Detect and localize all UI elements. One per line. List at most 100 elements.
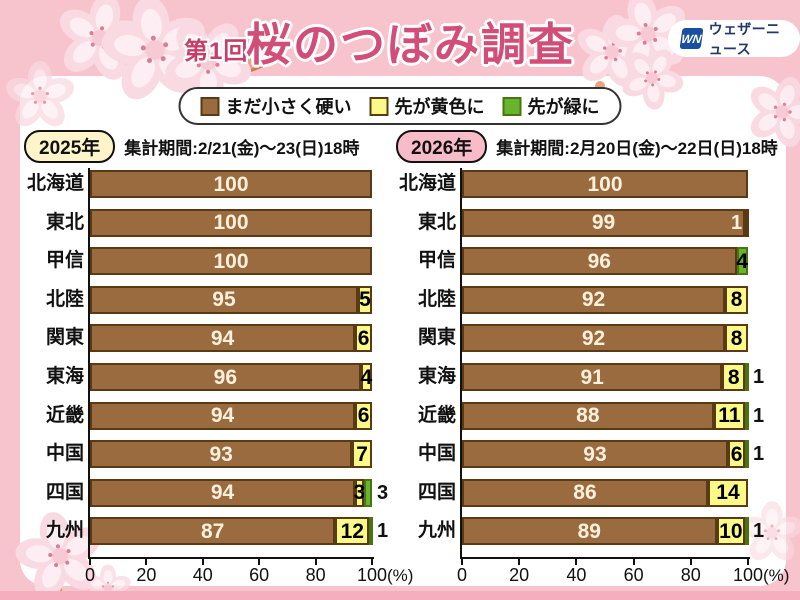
survey-period-2025: 集計期間:2/21(金)〜23(日)18時 [124,138,360,158]
x-axis-tick-label: 0 [456,565,468,585]
segment-brown: 93 [90,440,353,469]
chart-2025-plot: 北海道 100 東北 100 甲信 100 北陸 95 5 関東 94 6 東海 96 4 近畿 94 6 中国 93… [24,168,413,593]
legend-swatch-brown [200,96,220,116]
region-label: 中国 [45,443,84,465]
value-label: 93 [209,442,233,466]
survey-period-2026: 集計期間:2月20日(金)〜22日(日)18時 [496,138,778,158]
value-label: 1 [377,520,389,543]
legend-label: まだ小さく硬い [225,97,352,117]
value-label: 94 [210,326,235,350]
value-label: 3 [377,481,389,504]
chart-2025: 2025年 集計期間:2/21(金)〜23(日)18時 北海道 100 東北 100 甲… [24,129,413,593]
region-label: 甲信 [45,250,84,272]
x-axis-tick [201,559,204,565]
segment-brown: 87 [90,517,336,546]
legend-item-yellow: 先が黄色に [369,93,485,119]
y-axis-line [460,168,462,559]
year-badge-2026: 2026年 [396,129,488,163]
segment-brown: 96 [462,247,737,276]
region-label: 北海道 [398,173,456,194]
value-label: 100 [213,249,249,273]
bar-row: 89 10 1 [462,517,764,546]
segment-brown: 88 [462,401,714,430]
segment-yellow [745,208,750,237]
x-axis-tick-label: 80 [680,565,701,585]
segment-brown: 86 [462,478,708,507]
segment-green [369,517,374,546]
segment-yellow: 8 [722,363,746,391]
x-axis-tick-label: 100 [356,565,388,585]
value-label: 91 [580,365,604,389]
value-label: 12 [340,519,364,543]
legend-item-brown: まだ小さく硬い [200,93,352,119]
x-axis-tick [145,559,148,565]
region-label: 東海 [45,366,84,387]
legend: まだ小さく硬い 先が黄色に 先が緑に [178,87,622,125]
region-label: 近畿 [417,404,456,426]
bar-row: 95 5 [90,285,372,314]
x-axis-tick-label: 60 [623,565,644,585]
value-label: 3 [353,481,366,505]
value-label: 8 [727,365,740,389]
value-label: 93 [583,442,607,466]
logo-text: ウェザーニュース [708,20,781,57]
segment-green [363,478,372,507]
x-axis-tick-label: 40 [566,565,587,585]
bar-row: 100 [90,247,372,276]
value-label: 92 [581,288,606,312]
x-axis-tick-label: 40 [192,565,213,585]
bar-row: 100 [90,208,372,237]
x-axis-unit-label: (%) [387,566,414,585]
region-label: 北陸 [45,288,84,310]
region-label: 四国 [417,481,456,503]
segment-yellow: 3 [353,478,366,507]
legend-label: 先が緑に [527,97,600,117]
value-label: 6 [357,326,370,350]
bar-row: 87 12 1 [90,517,388,546]
segment-yellow: 14 [707,478,748,507]
region-label: 東北 [417,211,456,233]
segment-brown: 94 [90,324,356,353]
x-axis-tick-label: 0 [84,565,96,585]
segment-yellow: 4 [361,363,372,391]
x-axis-tick [689,559,692,565]
segment-green [745,401,750,430]
region-label: 東海 [417,366,456,387]
bar-row: 93 6 1 [462,440,764,469]
segment-brown: 92 [462,285,726,314]
value-label: 89 [577,519,601,543]
bar-row: 100 [90,170,372,198]
segment-yellow: 6 [727,440,746,469]
x-axis-tick [632,559,635,565]
segment-yellow: 10 [716,517,746,546]
segment-green [745,517,750,546]
region-label: 北陸 [417,288,456,310]
legend-item-green: 先が緑に [502,93,600,119]
segment-yellow: 5 [357,285,372,314]
x-axis-tick [314,559,317,565]
value-label: 94 [210,481,235,505]
region-label: 九州 [45,520,84,542]
legend-swatch-green [502,96,522,116]
value-label: 1 [753,520,765,543]
bar-row: 96 4 [462,247,748,276]
segment-brown: 91 [462,363,723,391]
segment-brown: 93 [462,440,728,469]
x-axis-tick [371,559,373,565]
value-label: 100 [213,211,249,235]
x-axis-line [88,557,374,559]
bar-row: 93 7 [90,440,372,469]
value-label: 7 [356,442,368,466]
bar-row: 94 6 [90,401,372,430]
y-axis-line [88,168,90,559]
value-label: 92 [581,326,606,350]
value-label: 88 [576,404,600,428]
value-label: 1 [731,211,743,234]
x-axis-tick-label: 100 [732,565,764,585]
region-label: 東北 [45,211,84,233]
value-label: 11 [718,404,741,428]
value-label: 1 [753,404,765,427]
x-axis-tick [461,559,463,565]
value-label: 96 [213,365,238,389]
bottom-accent-band [0,591,800,600]
